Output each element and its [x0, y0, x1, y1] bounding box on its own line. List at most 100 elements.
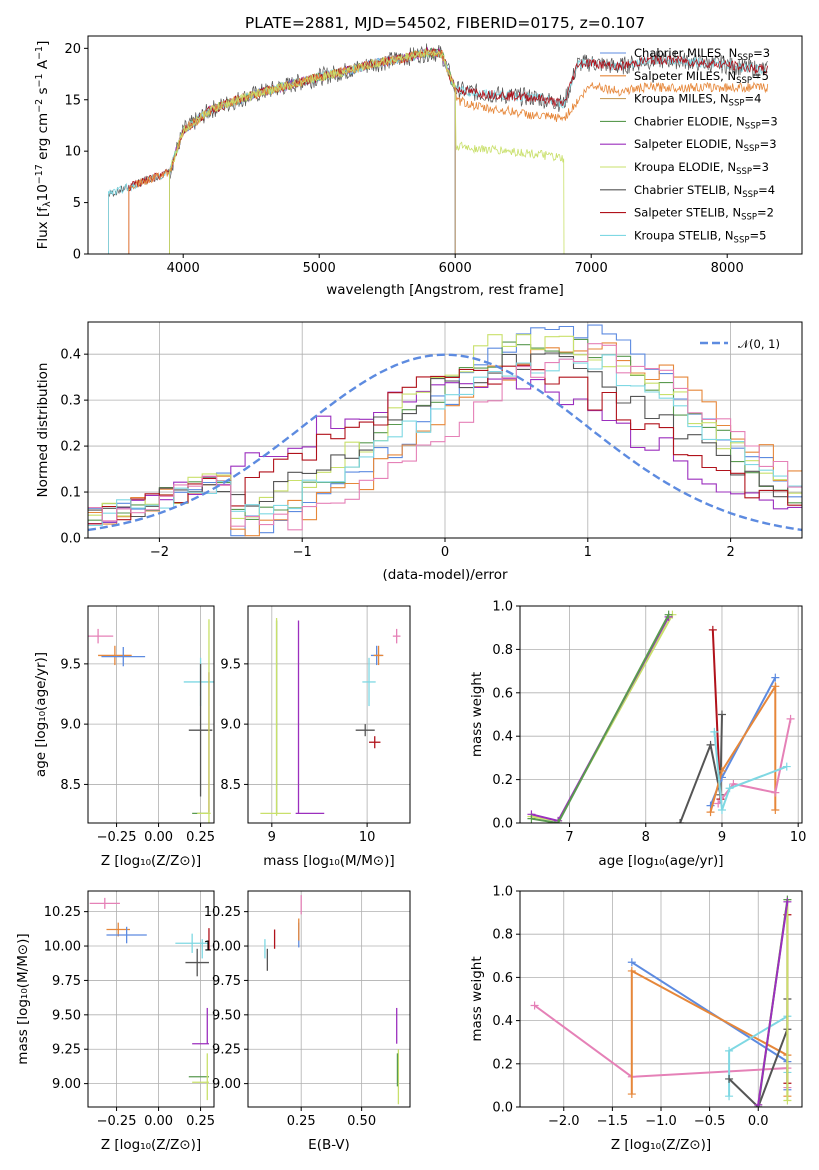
- y-tick-label: 0.4: [60, 348, 81, 363]
- histogram-salpeter-stelib: [88, 364, 802, 525]
- x-tick-label: −1.0: [645, 1114, 677, 1129]
- x-tick-label: 0.25: [186, 830, 215, 845]
- age-vs-Z-xlabel: Z [log₁₀(Z/Z⊙)]: [101, 853, 201, 869]
- errorbar-point: [373, 645, 384, 666]
- weight-line-salpeter-miles: [709, 682, 777, 813]
- y-tick-label: 10.00: [204, 940, 241, 955]
- y-tick-label: 10.25: [204, 905, 241, 920]
- plus-marker: [725, 784, 734, 793]
- y-tick-label: 0.6: [492, 686, 513, 701]
- x-tick-label: −2.0: [548, 1114, 580, 1129]
- y-tick-label: 9.75: [52, 974, 81, 989]
- y-tick-label: 9.00: [212, 1077, 241, 1092]
- plus-marker: [783, 897, 792, 906]
- y-tick-label: 0.0: [492, 1101, 513, 1116]
- plus-marker: [717, 710, 726, 719]
- x-tick-label: −1: [293, 545, 312, 560]
- x-tick-label: 9: [718, 830, 726, 845]
- residuals-ylabel: Normed distribution: [35, 363, 51, 498]
- x-tick-label: −0.25: [97, 1114, 137, 1129]
- x-tick-label: 0.25: [186, 1114, 215, 1129]
- x-tick-label: 0.25: [287, 1114, 316, 1129]
- spectrum-ylabel: Flux [fλ10−17 erg cm−2 s−1 A−1]: [34, 41, 53, 250]
- y-tick-label: 0.4: [492, 730, 513, 745]
- y-tick-label: 0.3: [60, 394, 81, 409]
- plus-marker: [725, 1074, 734, 1083]
- x-tick-label: 0.00: [144, 830, 173, 845]
- plus-marker: [783, 1096, 792, 1105]
- residual-histograms: [88, 324, 802, 537]
- plus-marker: [771, 788, 780, 797]
- x-tick-label: −2: [150, 545, 169, 560]
- weight-vs-age-lines: [527, 610, 795, 823]
- y-tick-label: 0.0: [492, 817, 513, 832]
- residuals-legend: 𝒩(0, 1): [700, 337, 780, 351]
- x-tick-label: −0.5: [694, 1114, 726, 1129]
- errorbar-point: [392, 628, 401, 644]
- y-tick-label: 20: [64, 42, 81, 57]
- grid-lines: [88, 606, 214, 823]
- axes-frame: [247, 890, 411, 1108]
- y-tick-label: 1.0: [492, 600, 513, 615]
- y-tick-label: 10: [64, 145, 81, 160]
- axes-frame: [519, 890, 803, 1108]
- histogram-kroupa-stelib: [88, 354, 802, 527]
- plus-marker: [771, 673, 780, 682]
- age-vs-Z-panel: −0.25 0.00 0.25 8.5 9.0 9.5 Z [log₁₀(Z/Z⊙)] age…: [33, 605, 215, 869]
- grid-lines: [88, 891, 214, 1107]
- mass-vs-ebv-xlabel: E(B-V): [308, 1137, 350, 1153]
- errorbar-point: [101, 646, 146, 667]
- plus-marker: [771, 682, 780, 691]
- grid-lines: [520, 605, 802, 824]
- weight-line-kroupa-stelib: [713, 731, 788, 811]
- y-tick-label: 9.25: [52, 1043, 81, 1058]
- y-tick-label: 0.2: [60, 440, 81, 455]
- spectrum-panel: 4000 5000 6000 7000 8000 0 5 10 15 20 PLATE=2881, …: [34, 14, 803, 298]
- axes-frame: [87, 321, 803, 539]
- x-tick-label: −1.5: [597, 1114, 629, 1129]
- errorbar-point: [355, 724, 375, 737]
- x-tick-label: 4000: [167, 261, 200, 276]
- errorbar-point: [98, 645, 132, 666]
- x-tick-label: 8: [642, 830, 650, 845]
- legend-label: 𝒩(0, 1): [738, 337, 780, 351]
- residuals-panel: −2 −1 0 1 2 0.0 0.1 0.2 0.3 0.4 (data-model)/error…: [35, 321, 803, 583]
- x-tick-label: 9: [268, 830, 276, 845]
- axes-frame: [87, 605, 215, 824]
- plus-marker: [710, 727, 719, 736]
- x-tick-label: −0.25: [97, 830, 137, 845]
- y-tick-label: 9.25: [212, 1043, 241, 1058]
- plus-marker: [771, 805, 780, 814]
- y-tick-label: 0.4: [492, 1014, 513, 1029]
- y-tick-label: 0.2: [492, 773, 513, 788]
- weight-line-pink: [717, 718, 792, 805]
- age-vs-Z-errorbars: [88, 619, 214, 823]
- y-tick-label: 10.00: [44, 940, 81, 955]
- weight-vs-Z-ylabel: mass weight: [469, 956, 485, 1041]
- plus-marker: [554, 819, 563, 823]
- y-tick-label: 0.2: [492, 1057, 513, 1072]
- plus-marker: [706, 740, 715, 749]
- legend-label: Chabrier STELIB, NSSP=4: [634, 183, 775, 200]
- weight-line-chabrier-elodie: [531, 614, 670, 823]
- y-tick-label: 0.0: [60, 532, 81, 547]
- weight-vs-age-xlabel: age [log₁₀(age/yr)]: [598, 853, 723, 869]
- spectrum-xlabel: wavelength [Angstrom, rest frame]: [326, 282, 564, 298]
- legend-label: Salpeter MILES, NSSP=5: [634, 69, 769, 86]
- x-tick-label: 10: [790, 830, 807, 845]
- errorbar-point: [362, 657, 376, 707]
- x-tick-label: 2: [726, 545, 734, 560]
- age-vs-mass-errorbars: [260, 618, 401, 816]
- mass-vs-ebv-errorbars: [264, 895, 400, 1105]
- plus-marker: [627, 958, 636, 967]
- axes-frame: [87, 890, 215, 1108]
- plus-marker: [530, 1001, 539, 1010]
- weight-vs-Z-xlabel: Z [log₁₀(Z/Z⊙)]: [611, 1137, 711, 1153]
- axes-frame: [87, 35, 803, 255]
- errorbar-point: [185, 948, 209, 977]
- age-vs-Z-ylabel: age [log₁₀(age/yr)]: [33, 652, 49, 777]
- plus-marker: [627, 966, 636, 975]
- legend-label: Kroupa STELIB, NSSP=5: [634, 228, 766, 245]
- y-tick-label: 9.00: [52, 1077, 81, 1092]
